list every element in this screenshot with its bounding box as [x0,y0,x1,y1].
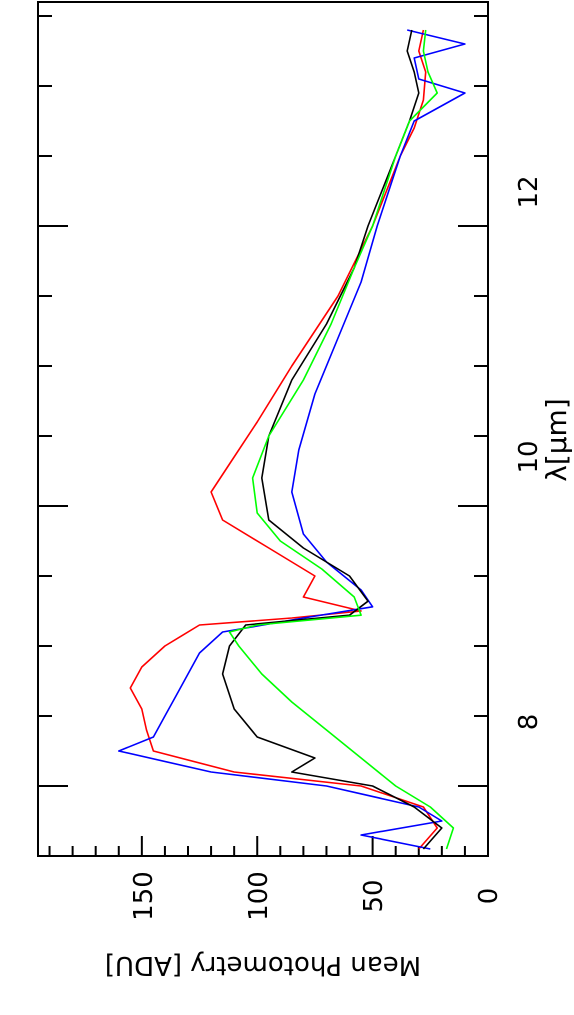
x-tick-label-12: 12 [514,175,544,208]
series-line-1 [118,29,466,850]
series-line-3 [228,29,455,850]
plot-frame [37,1,489,857]
y-axis-label: Mean Photometry [ADU] [105,950,421,980]
x-tick-label-8: 8 [514,714,544,731]
x-axis-ticks [38,15,488,857]
y-tick-label-150: 150 [129,871,159,921]
x-axis-label: λ[μm] [540,398,573,482]
series-line-2 [221,29,443,850]
x-tick-label-10: 10 [514,440,544,473]
y-tick-label-0: 0 [474,888,504,905]
y-axis-ticks [48,836,489,856]
y-tick-label-100: 100 [244,871,274,921]
series-line-0 [129,29,439,850]
y-tick-label-50: 50 [359,879,389,912]
series-layer [118,29,466,850]
